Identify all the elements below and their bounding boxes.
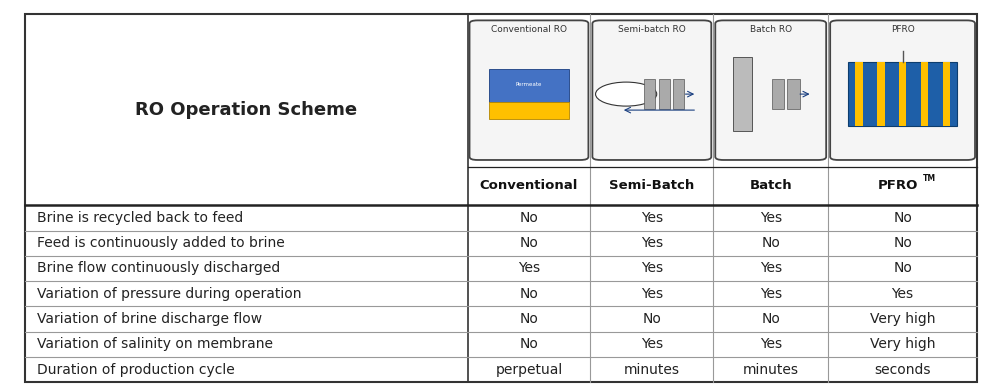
Text: No: No	[893, 236, 912, 250]
Text: seconds: seconds	[874, 363, 931, 377]
Text: Permeate: Permeate	[515, 82, 542, 87]
Bar	[489, 102, 569, 120]
Text: Batch RO: Batch RO	[749, 25, 792, 34]
Bar	[772, 80, 784, 109]
Text: Yes: Yes	[517, 261, 540, 276]
Text: Yes: Yes	[759, 337, 782, 351]
Text: No: No	[519, 236, 538, 250]
FancyBboxPatch shape	[715, 20, 826, 160]
Text: RO Operation Scheme: RO Operation Scheme	[135, 100, 358, 118]
Text: Yes: Yes	[759, 211, 782, 225]
Text: Variation of brine discharge flow: Variation of brine discharge flow	[37, 312, 262, 326]
Text: Yes: Yes	[640, 236, 663, 250]
Bar	[848, 62, 957, 126]
Text: Feed is continuously added to brine: Feed is continuously added to brine	[37, 236, 285, 250]
Text: Yes: Yes	[891, 287, 914, 301]
Text: Yes: Yes	[640, 261, 663, 276]
Text: Yes: Yes	[640, 211, 663, 225]
Text: No: No	[519, 287, 538, 301]
Bar	[921, 62, 928, 126]
Text: PFRO: PFRO	[891, 25, 914, 34]
Text: No: No	[761, 312, 780, 326]
Text: Yes: Yes	[640, 287, 663, 301]
Text: No: No	[893, 211, 912, 225]
Text: Conventional: Conventional	[480, 180, 578, 192]
Text: Brine is recycled back to feed: Brine is recycled back to feed	[37, 211, 243, 225]
Text: Very high: Very high	[870, 337, 935, 351]
Bar	[855, 62, 862, 126]
Bar	[673, 80, 684, 109]
Text: TM: TM	[923, 174, 936, 183]
Text: Yes: Yes	[759, 287, 782, 301]
Bar	[644, 80, 655, 109]
Bar	[489, 69, 569, 102]
Text: No: No	[519, 211, 538, 225]
Bar	[943, 62, 950, 126]
Text: minutes: minutes	[742, 363, 799, 377]
Text: No: No	[761, 236, 780, 250]
Text: Variation of pressure during operation: Variation of pressure during operation	[37, 287, 302, 301]
Text: Batch: Batch	[749, 180, 792, 192]
FancyBboxPatch shape	[470, 20, 588, 160]
Text: No: No	[893, 261, 912, 276]
Text: Semi-batch RO: Semi-batch RO	[618, 25, 685, 34]
Text: perpetual: perpetual	[496, 363, 562, 377]
Text: Duration of production cycle: Duration of production cycle	[37, 363, 235, 377]
Text: Very high: Very high	[870, 312, 935, 326]
Bar	[877, 62, 884, 126]
Bar	[733, 58, 752, 131]
Text: Variation of salinity on membrane: Variation of salinity on membrane	[37, 337, 273, 351]
Text: Conventional RO: Conventional RO	[491, 25, 567, 34]
Bar	[899, 62, 906, 126]
Text: Semi-Batch: Semi-Batch	[609, 180, 694, 192]
Bar	[658, 80, 670, 109]
Text: No: No	[642, 312, 661, 326]
Text: Yes: Yes	[759, 261, 782, 276]
Bar	[787, 80, 799, 109]
FancyBboxPatch shape	[830, 20, 975, 160]
Text: No: No	[519, 312, 538, 326]
FancyBboxPatch shape	[592, 20, 711, 160]
Circle shape	[595, 82, 656, 106]
Text: PFRO: PFRO	[877, 180, 918, 192]
Text: minutes: minutes	[623, 363, 680, 377]
Text: No: No	[519, 337, 538, 351]
Text: Yes: Yes	[640, 337, 663, 351]
Text: Brine flow continuously discharged: Brine flow continuously discharged	[37, 261, 280, 276]
